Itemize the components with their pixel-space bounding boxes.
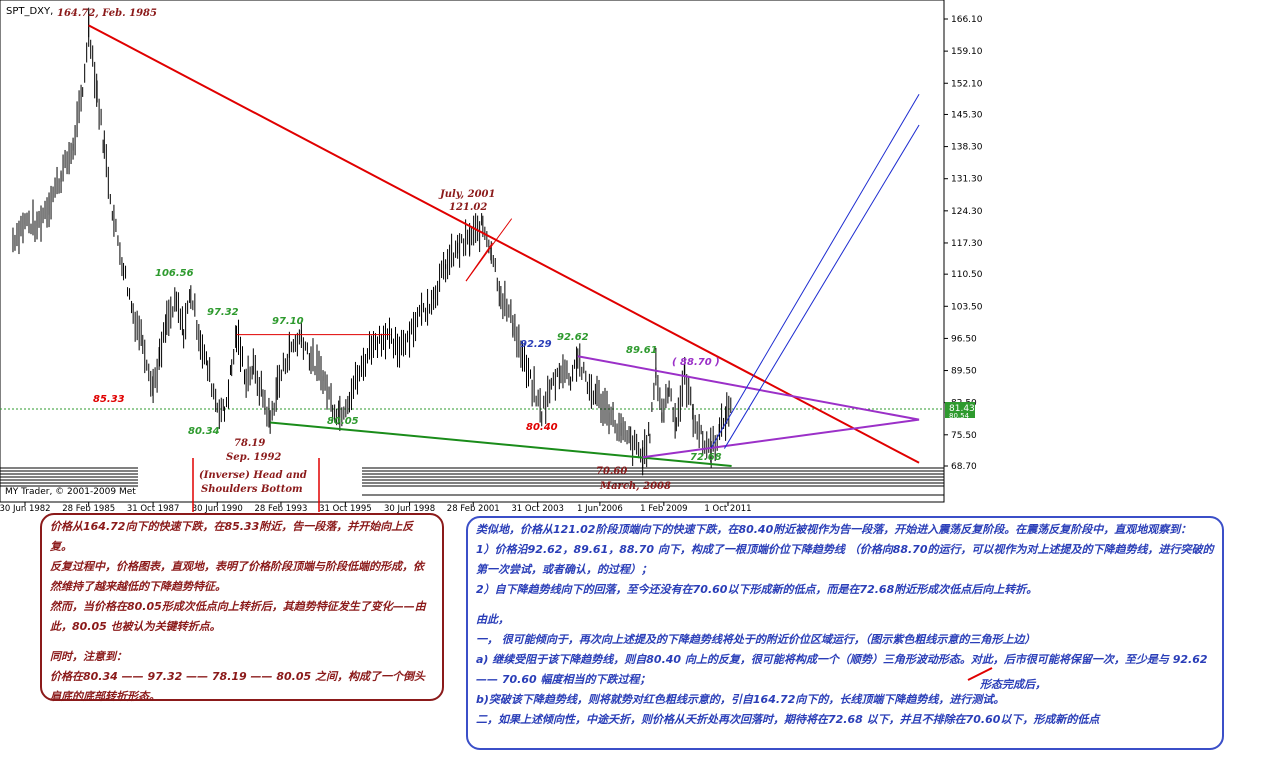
annotation-label: 89.61 [626,345,658,356]
annotation-label: 92.62 [557,332,589,343]
trendline-blue-channel-2 [723,124,920,449]
left-p4: 同时，注意到： [50,650,127,663]
y-tick-label: 89.50 [951,367,977,377]
left-commentary-box: 价格从164.72向下的快速下跌，在85.33附近，告一段落，并开始向上反复。 … [40,513,444,703]
y-tick-label: 75.50 [951,431,977,441]
annotation-label: Sep. 1992 [226,452,281,463]
annotation-label: July, 2001 [438,189,495,200]
y-tick-label: 159.10 [951,47,983,57]
left-p3: 然而，当价格在80.05形成次低点向上转折后，其趋势特征发生了变化——由此，80… [50,600,426,633]
annotation-label: March, 2008 [599,481,671,492]
x-tick-label: 28 Feb 1993 [255,504,308,514]
y-tick-label: 96.50 [951,334,977,344]
trendline-purple-lower [642,418,920,459]
annotation-label: 97.10 [272,316,304,327]
right-commentary-box: 类似地，价格从121.02阶段顶端向下的快速下跌，在80.40附近被视作为告一段… [466,516,1224,750]
right-p6c: 形态完成后， [980,678,1046,691]
right-p4: 由此， [476,613,509,626]
y-tick-label: 131.30 [951,175,983,185]
watermark: MY Trader, © 2001-2009 Met [5,487,136,497]
plot-area [0,0,945,503]
x-tick-label: 1 Oct 2011 [704,504,751,514]
x-tick-label: 31 Oct 1995 [319,504,372,514]
trendline-blue-channel-1 [710,94,920,448]
annotation-label: 164.72, Feb. 1985 [57,8,157,19]
x-axis: 30 Jun 1982 28 Feb 1985 31 Oct 1987 30 Jun … [0,502,752,514]
y-tick-label: 117.30 [951,239,983,249]
y-tick-label: 166.10 [951,15,983,25]
annotations: 164.72, Feb. 1985 106.56 97.32 97.10 85.33 80… [57,8,722,492]
trendline-red-short-2 [465,242,493,282]
trendlines [88,24,920,467]
annotation-label: 121.02 [449,202,487,213]
indicator-strips [0,467,944,496]
annotation-label: 70.60 [596,466,627,477]
hs-note-line2: Shoulders Bottom [201,484,303,495]
x-tick-label: 28 Feb 2001 [447,504,500,514]
x-tick-label: 1 Jun 2006 [577,504,623,514]
hs-note-line1: (Inverse) Head and [199,470,307,481]
right-p3: 2）自下降趋势线向下的回落，至今还没有在70.60以下形成新的低点，而是在72.… [476,583,1038,596]
annotation-label: 80.05 [327,416,359,427]
trendline-red-long-downtrend [88,24,920,464]
y-tick-label: 152.10 [951,79,983,89]
y-tick-label: 110.50 [951,270,983,280]
x-tick-label: 30 Jun 1990 [192,504,243,514]
right-p5: 一， 很可能倾向于，再次向上述提及的下降趋势线将处于的附近价位区域运行，（图示紫… [476,633,1036,646]
x-tick-label: 31 Oct 2003 [511,504,564,514]
last-price-badge [945,402,975,418]
x-tick-label: 30 Jun 1998 [384,504,435,514]
left-p1: 价格从164.72向下的快速下跌，在85.33附近，告一段落，并开始向上反复。 [50,520,414,553]
last-price-label-2: 80.54 [949,412,970,420]
left-p5: 价格在80.34 —— 97.32 —— 78.19 —— 80.05 之间，构… [50,670,425,703]
left-p2: 反复过程中，价格图表，直观地，表明了价格阶段顶端与阶段低端的形成，依然维持了越来… [50,560,424,593]
price-chart[interactable]: SPT_DXY, 166.10 159.10 152.10 145.30 138.30 1… [0,0,1262,515]
annotation-label: 80.40 [526,422,558,433]
y-tick-label: 68.70 [951,462,977,472]
right-p2: 1）价格沿92.62，89.61，88.70 向下，构成了一根顶端价位下降趋势线… [476,543,1214,576]
right-p7: b)突破该下降趋势线，则将就势对红色粗线示意的，引自164.72向下的，长线顶端… [476,693,1005,706]
right-p6b: —— 70.60 幅度相当的下跌过程； [476,673,651,686]
annotation-label: 106.56 [155,268,194,279]
annotation-label: ( 88.70 ) [672,357,720,368]
x-tick-label: 31 Oct 1987 [127,504,180,514]
right-p8: 二，如果上述倾向性，中途夭折，则价格从夭折处再次回落时，期待将在72.68 以下… [476,713,1100,726]
x-tick-label: 1 Feb 2009 [640,504,688,514]
y-tick-label: 145.30 [951,110,983,120]
right-p6a: a) 继续受阻于该下降趋势线，则自80.40 向上的反复，很可能将构成一个（顺势… [476,653,1208,666]
annotation-label: 92.29 [520,339,552,350]
y-tick-label: 138.30 [951,143,983,153]
symbol-label: SPT_DXY, [6,6,53,17]
trendline-green-support [270,421,732,467]
right-p1: 类似地，价格从121.02阶段顶端向下的快速下跌，在80.40附近被视作为告一段… [476,523,1192,536]
annotation-label: 85.33 [93,394,125,405]
annotation-label: 80.34 [188,426,220,437]
y-tick-label: 103.50 [951,302,983,312]
red-arrow-mark [967,667,993,681]
annotation-label: 97.32 [207,307,239,318]
x-tick-label: 28 Feb 1985 [62,504,115,514]
trendline-purple-upper [577,355,920,421]
annotation-label: 78.19 [234,438,265,449]
x-tick-label: 30 Jun 1982 [0,504,51,514]
annotation-label: 72.68 [690,452,722,463]
last-price-label: 81.43 [949,404,975,414]
y-tick-label: 124.30 [951,207,983,217]
